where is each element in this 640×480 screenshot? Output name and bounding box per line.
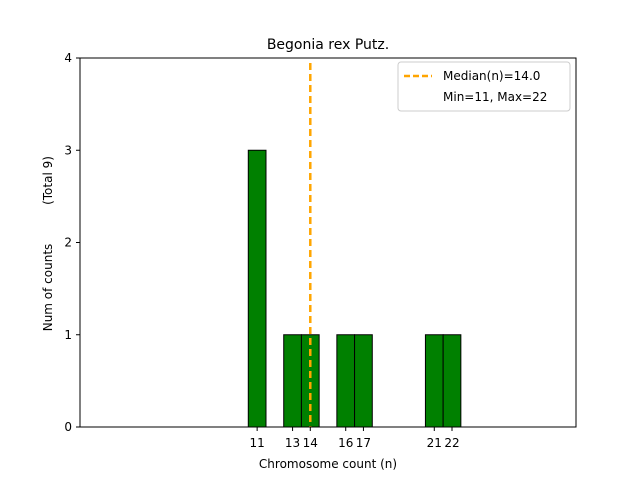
y-axis-label-group: Num of counts (Total 9) xyxy=(41,156,55,331)
bar-17 xyxy=(354,334,373,428)
x-tick-label-11: 11 xyxy=(250,436,265,450)
y-tick-label-1: 1 xyxy=(64,328,72,342)
bar-22 xyxy=(442,334,462,428)
legend-entry-min-max: Min=11, Max=22 xyxy=(443,90,547,104)
x-tick-label-22: 22 xyxy=(444,436,459,450)
y-tick-label-4: 4 xyxy=(64,51,72,65)
bars xyxy=(247,149,462,428)
bar-16 xyxy=(336,334,356,428)
y-tick-label-2: 2 xyxy=(64,236,72,250)
legend-frame xyxy=(397,61,571,112)
legend: Median(n)=14.0 Min=11, Max=22 xyxy=(397,61,571,112)
x-axis-label: Chromosome count (n) xyxy=(259,457,397,471)
x-tick-label-13: 13 xyxy=(285,436,300,450)
x-tick-label-16: 16 xyxy=(338,436,353,450)
x-tick-label-21: 21 xyxy=(427,436,442,450)
x-tick-label-17: 17 xyxy=(356,436,371,450)
y-tick-label-0: 0 xyxy=(64,420,72,434)
x-axis: 11 13 14 16 17 21 22 xyxy=(250,427,460,450)
y-axis: 0 1 2 3 4 xyxy=(64,51,80,434)
bar-13 xyxy=(283,334,302,428)
y-axis-total-note: (Total 9) xyxy=(41,156,55,205)
y-tick-label-3: 3 xyxy=(64,143,72,157)
bar-14 xyxy=(300,334,320,428)
x-tick-label-14: 14 xyxy=(303,436,318,450)
y-axis-label: Num of counts xyxy=(41,244,55,332)
chart-title: Begonia rex Putz. xyxy=(267,37,389,53)
legend-entry-median: Median(n)=14.0 xyxy=(443,69,540,83)
bar-21 xyxy=(424,334,444,428)
bar-11 xyxy=(247,149,267,428)
